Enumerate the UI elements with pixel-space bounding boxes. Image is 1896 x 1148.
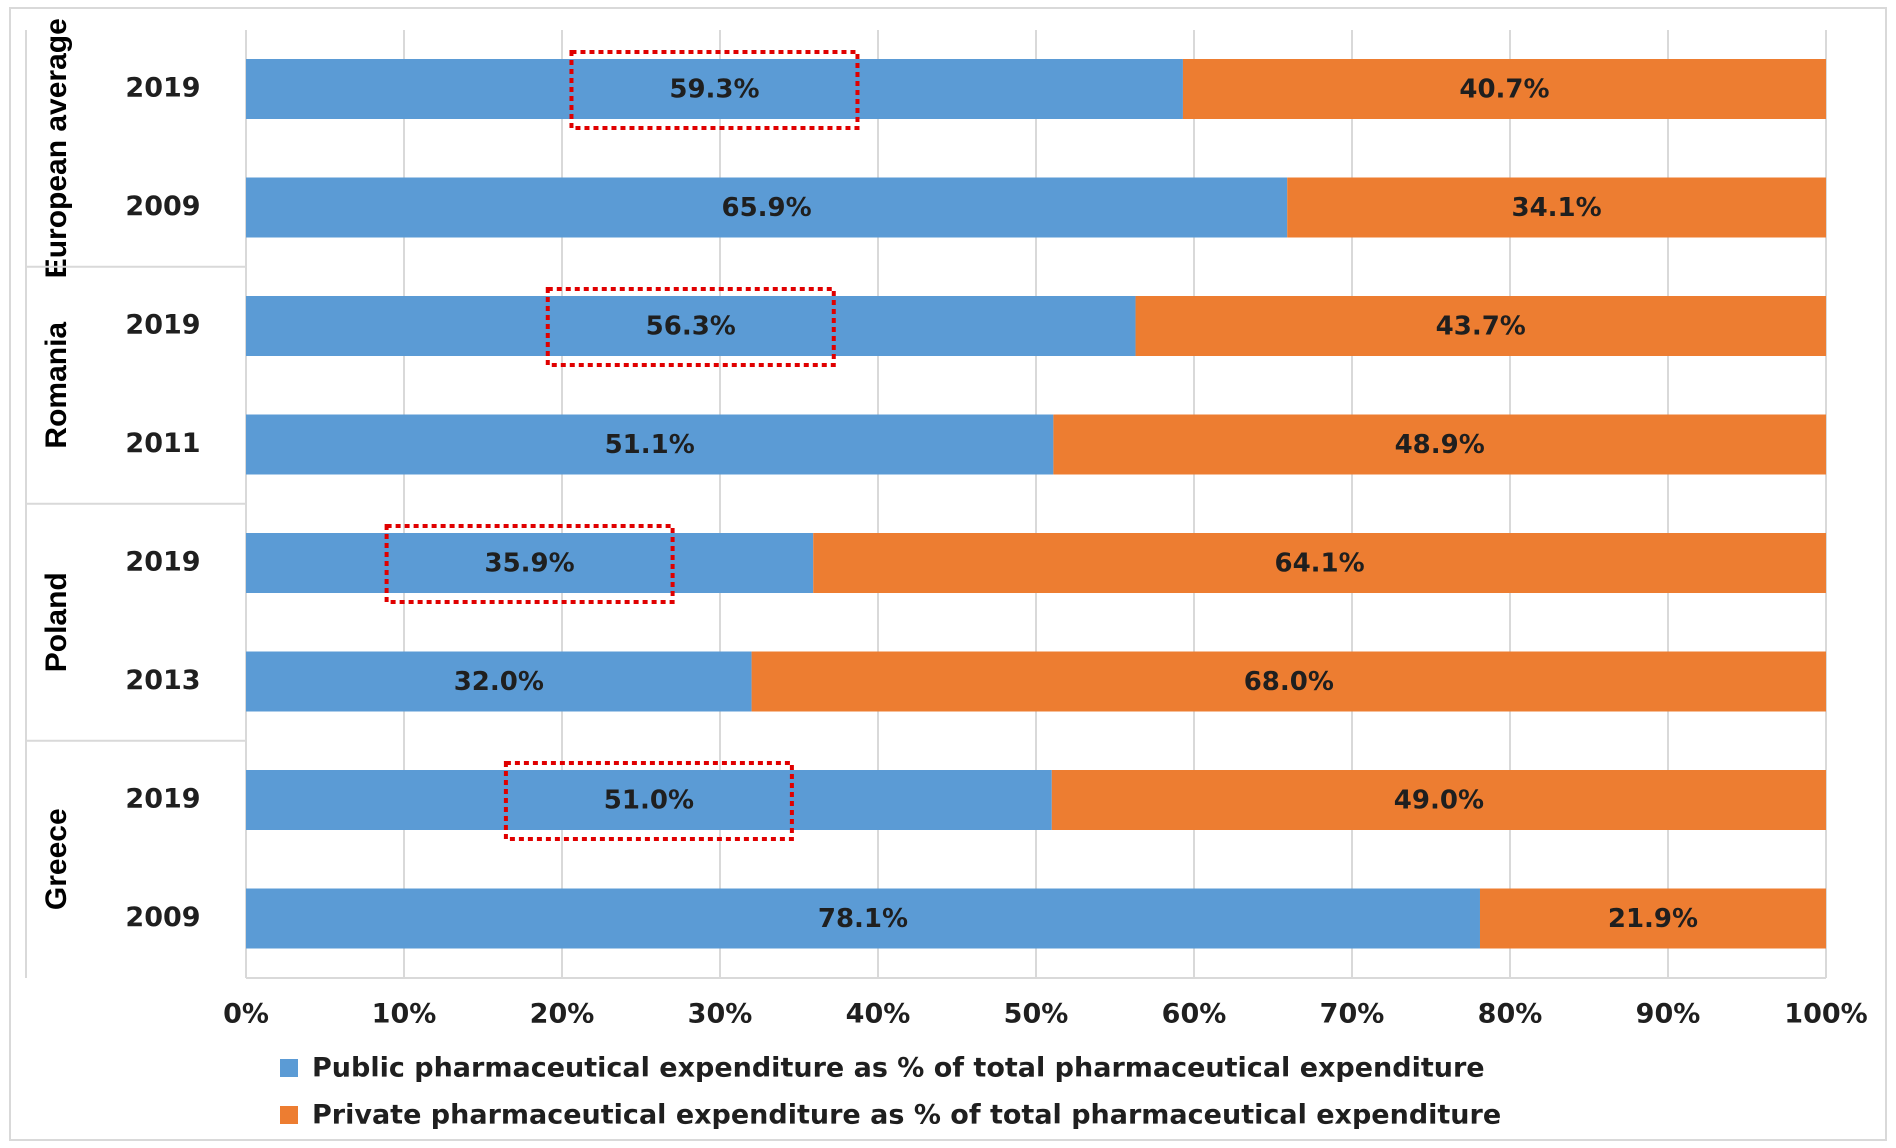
- data-label-private-2-0: 64.1%: [1275, 549, 1365, 579]
- x-tick-label-6: 60%: [1162, 999, 1227, 1030]
- data-label-private-3-1: 21.9%: [1608, 904, 1698, 934]
- highlight-box-2-0: [384, 524, 675, 604]
- year-label-3-0: 2019: [125, 784, 200, 815]
- year-label-0-0: 2019: [125, 73, 200, 104]
- data-label-public-2-1: 32.0%: [454, 667, 544, 697]
- bar-public-0-0: [246, 59, 1183, 119]
- data-label-private-0-1: 34.1%: [1512, 193, 1602, 223]
- bar-private-2-0: [813, 533, 1826, 593]
- data-label-private-3-0: 49.0%: [1394, 786, 1484, 816]
- year-label-3-1: 2009: [125, 902, 200, 933]
- group-label-0: European average: [40, 18, 73, 278]
- data-label-public-1-1: 51.1%: [605, 430, 695, 460]
- legend-swatch-private: [280, 1106, 298, 1124]
- data-label-private-1-1: 48.9%: [1395, 430, 1485, 460]
- data-label-public-2-0: 35.9%: [485, 549, 575, 579]
- group-label-2: Poland: [40, 572, 73, 672]
- bar-private-0-1: [1287, 177, 1826, 238]
- group-label-3: Greece: [40, 808, 73, 910]
- data-label-private-2-1: 68.0%: [1244, 667, 1334, 697]
- legend-label-public: Public pharmaceutical expenditure as % o…: [312, 1053, 1485, 1084]
- x-tick-label-5: 50%: [1004, 999, 1069, 1030]
- x-tick-label-1: 10%: [372, 999, 437, 1030]
- bar-private-3-0: [1051, 770, 1826, 830]
- x-tick-label-4: 40%: [846, 999, 911, 1030]
- year-label-2-0: 2019: [125, 547, 200, 578]
- highlight-box-0-0: [569, 50, 860, 130]
- year-label-1-1: 2011: [125, 428, 200, 459]
- x-tick-label-0: 0%: [223, 999, 269, 1030]
- legend-label-private: Private pharmaceutical expenditure as % …: [312, 1100, 1501, 1131]
- bar-public-3-0: [246, 770, 1052, 830]
- bar-public-1-1: [246, 414, 1054, 475]
- year-label-1-0: 2019: [125, 310, 200, 341]
- bar-public-2-1: [246, 651, 752, 712]
- x-tick-label-7: 70%: [1320, 999, 1385, 1030]
- x-tick-label-3: 30%: [688, 999, 753, 1030]
- bar-private-1-1: [1053, 414, 1826, 475]
- year-label-2-1: 2013: [125, 665, 200, 696]
- bar-private-3-1: [1479, 888, 1826, 949]
- data-label-public-3-1: 78.1%: [818, 904, 908, 934]
- bar-public-0-1: [246, 177, 1288, 238]
- x-tick-label-10: 100%: [1784, 999, 1867, 1030]
- chart-frame: [9, 7, 1887, 1141]
- group-label-1: Romania: [40, 322, 73, 449]
- data-label-public-0-1: 65.9%: [722, 193, 812, 223]
- year-label-0-1: 2009: [125, 191, 200, 222]
- bar-private-2-1: [751, 651, 1826, 712]
- x-tick-label-2: 20%: [530, 999, 595, 1030]
- data-label-public-3-0: 51.0%: [604, 786, 694, 816]
- data-label-private-0-0: 40.7%: [1459, 75, 1549, 105]
- data-label-public-1-0: 56.3%: [646, 312, 736, 342]
- x-tick-label-9: 90%: [1636, 999, 1701, 1030]
- bar-public-1-0: [246, 296, 1136, 356]
- bar-private-0-0: [1182, 59, 1826, 119]
- bar-public-2-0: [246, 533, 814, 593]
- x-tick-label-8: 80%: [1478, 999, 1543, 1030]
- bar-private-1-0: [1135, 296, 1826, 356]
- highlight-box-1-0: [545, 287, 836, 367]
- legend-swatch-public: [280, 1059, 298, 1077]
- data-label-public-0-0: 59.3%: [669, 75, 759, 105]
- bar-public-3-1: [246, 888, 1480, 949]
- highlight-box-3-0: [503, 761, 794, 841]
- data-label-private-1-0: 43.7%: [1436, 312, 1526, 342]
